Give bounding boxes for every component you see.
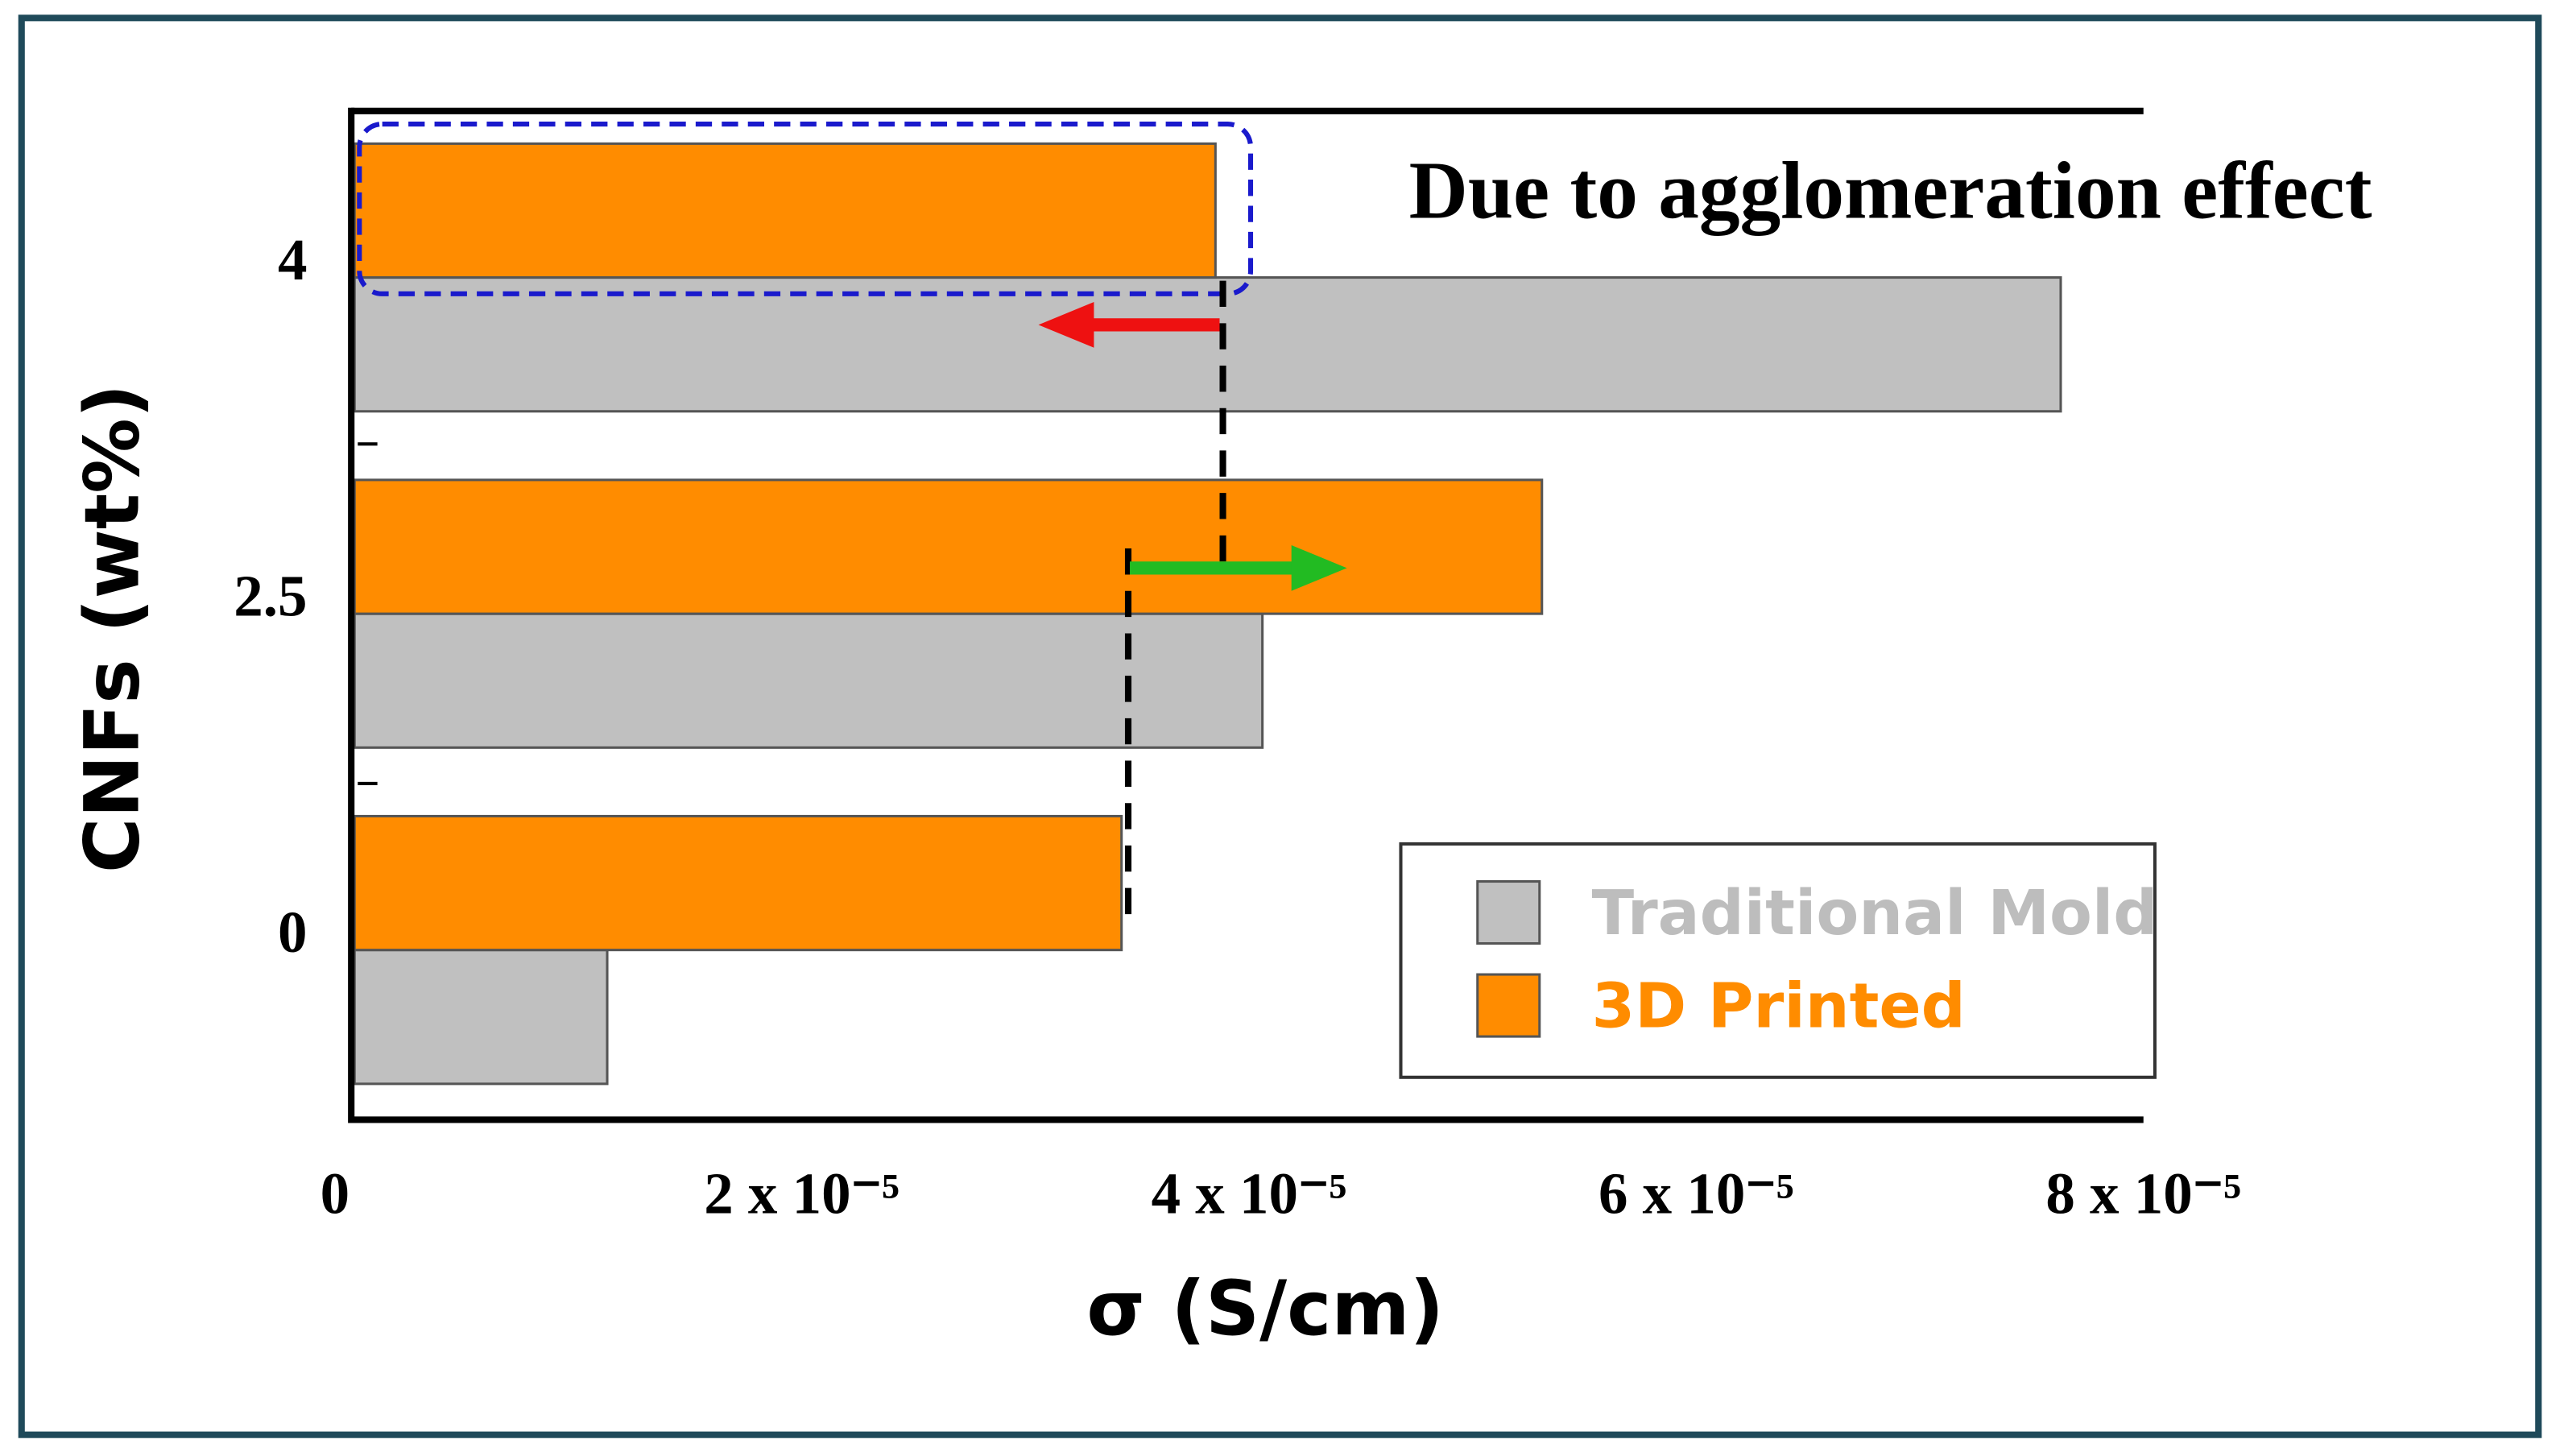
- y-tick-label: 2.5: [234, 564, 307, 629]
- x-tick-label: 4 x 10⁻⁵: [1152, 1161, 1347, 1226]
- annotation: Due to agglomeration effect: [1409, 146, 2372, 236]
- bar: [353, 276, 2062, 413]
- bar: [353, 814, 1123, 952]
- bar: [353, 478, 1544, 615]
- plot-area: [353, 142, 2062, 1086]
- legend-swatch: [1476, 880, 1541, 945]
- x-tick-label: 0: [321, 1161, 349, 1226]
- decorations: [357, 122, 1347, 915]
- bar: [353, 612, 1264, 749]
- x-tick-label: 6 x 10⁻⁵: [1598, 1161, 1794, 1226]
- x-tick-label: 8 x 10⁻⁵: [2045, 1161, 2241, 1226]
- y-axis-label: CNFs (wt%): [68, 384, 156, 873]
- legend-swatch: [1476, 973, 1541, 1038]
- bar: [353, 142, 1217, 279]
- green-arrowhead: [1291, 544, 1347, 591]
- legend-label: Traditional Mold: [1592, 878, 2158, 949]
- legend: Traditional Mold 3D Printed: [1476, 878, 2158, 1043]
- y-tick-label: 0: [278, 900, 307, 965]
- red-arrowhead: [1038, 301, 1094, 348]
- x-tick-label: 2 x 10⁻⁵: [704, 1161, 900, 1226]
- y-tick-label: 4: [278, 227, 307, 292]
- highlight-box: [357, 122, 1254, 296]
- bar: [353, 949, 609, 1086]
- legend-label: 3D Printed: [1592, 971, 1966, 1043]
- x-axis-label: σ (S/cm): [1086, 1264, 1444, 1352]
